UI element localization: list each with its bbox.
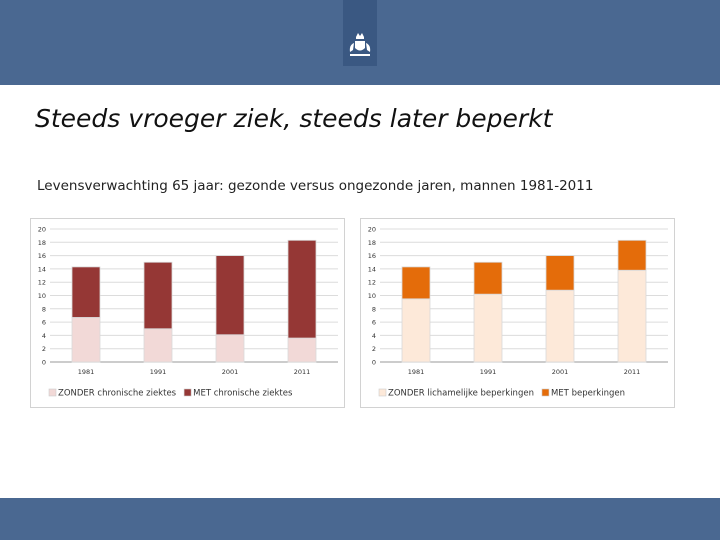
x-tick-label: 1981 [78,368,95,376]
y-tick-label: 6 [372,319,376,327]
slide-title: Steeds vroeger ziek, steeds later beperk… [35,104,553,133]
x-tick-label: 1991 [480,368,497,376]
header-bar [0,0,720,85]
y-tick-label: 18 [38,239,46,247]
y-tick-label: 20 [38,226,46,234]
y-tick-label: 10 [38,292,46,300]
bar-segment [287,337,317,363]
bar-segment [617,239,647,271]
bar-segment [143,261,173,330]
bar-segment [287,239,317,339]
bar-segment [617,269,647,363]
y-tick-label: 8 [372,305,376,313]
x-tick-label: 2001 [552,368,569,376]
y-tick-label: 4 [372,332,376,340]
y-tick-label: 2 [372,345,376,353]
legend-entry: ZONDER lichamelijke beperkingen [388,389,534,399]
bar-segment [71,317,101,363]
x-tick-label: 2011 [294,368,311,376]
y-tick-label: 20 [368,226,376,234]
y-tick-label: 14 [368,265,376,273]
y-tick-label: 4 [42,332,46,340]
bar-segment [71,266,101,318]
bar-segment [545,255,575,291]
y-tick-label: 8 [42,305,46,313]
x-tick-label: 1991 [150,368,167,376]
y-tick-label: 16 [38,252,46,260]
bar-segment [215,255,245,336]
bar-segment [401,298,431,363]
coat-of-arms-icon [349,33,371,56]
y-tick-label: 18 [368,239,376,247]
bar-segment [143,328,173,363]
legend-entry: MET chronische ziektes [193,389,293,399]
bar-segment [545,289,575,363]
legend-swatch [378,388,387,397]
slide-subtitle: Levensverwachting 65 jaar: gezonde versu… [37,178,594,194]
bar-segment [473,293,503,363]
footer-bar [0,498,720,540]
logo-ribbon [343,0,377,66]
bar-segment [473,261,503,295]
y-tick-label: 12 [38,279,46,287]
y-tick-label: 0 [42,359,46,367]
y-tick-label: 12 [368,279,376,287]
y-tick-label: 2 [42,345,46,353]
x-tick-label: 2001 [222,368,239,376]
legend-entry: ZONDER chronische ziektes [58,389,177,399]
y-tick-label: 10 [368,292,376,300]
y-tick-label: 14 [38,265,46,273]
y-tick-label: 0 [372,359,376,367]
legend-swatch [183,388,192,397]
y-tick-label: 16 [368,252,376,260]
bar-segment [401,266,431,300]
legend-entry: MET beperkingen [551,389,625,399]
chart-physical-limitations: 0 2 4 6 8 10 12 14 16 18 20 1981 1991 2001 2011 ZONDER … [360,218,675,408]
x-tick-label: 1981 [408,368,425,376]
chart-chronic-diseases: 0 2 4 6 8 10 12 14 16 18 20 1981 1991 2001 2011 ZONDER … [30,218,345,408]
legend-swatch [541,388,550,397]
chart-physical-limitations-svg: 0 2 4 6 8 10 12 14 16 18 20 1981 1991 2001 2011 ZONDER … [368,226,668,399]
bar-segment [215,334,245,363]
x-tick-label: 2011 [624,368,641,376]
legend-swatch [48,388,57,397]
y-tick-label: 6 [42,319,46,327]
chart-chronic-diseases-svg: 0 2 4 6 8 10 12 14 16 18 20 1981 1991 2001 2011 ZONDER … [38,226,338,399]
